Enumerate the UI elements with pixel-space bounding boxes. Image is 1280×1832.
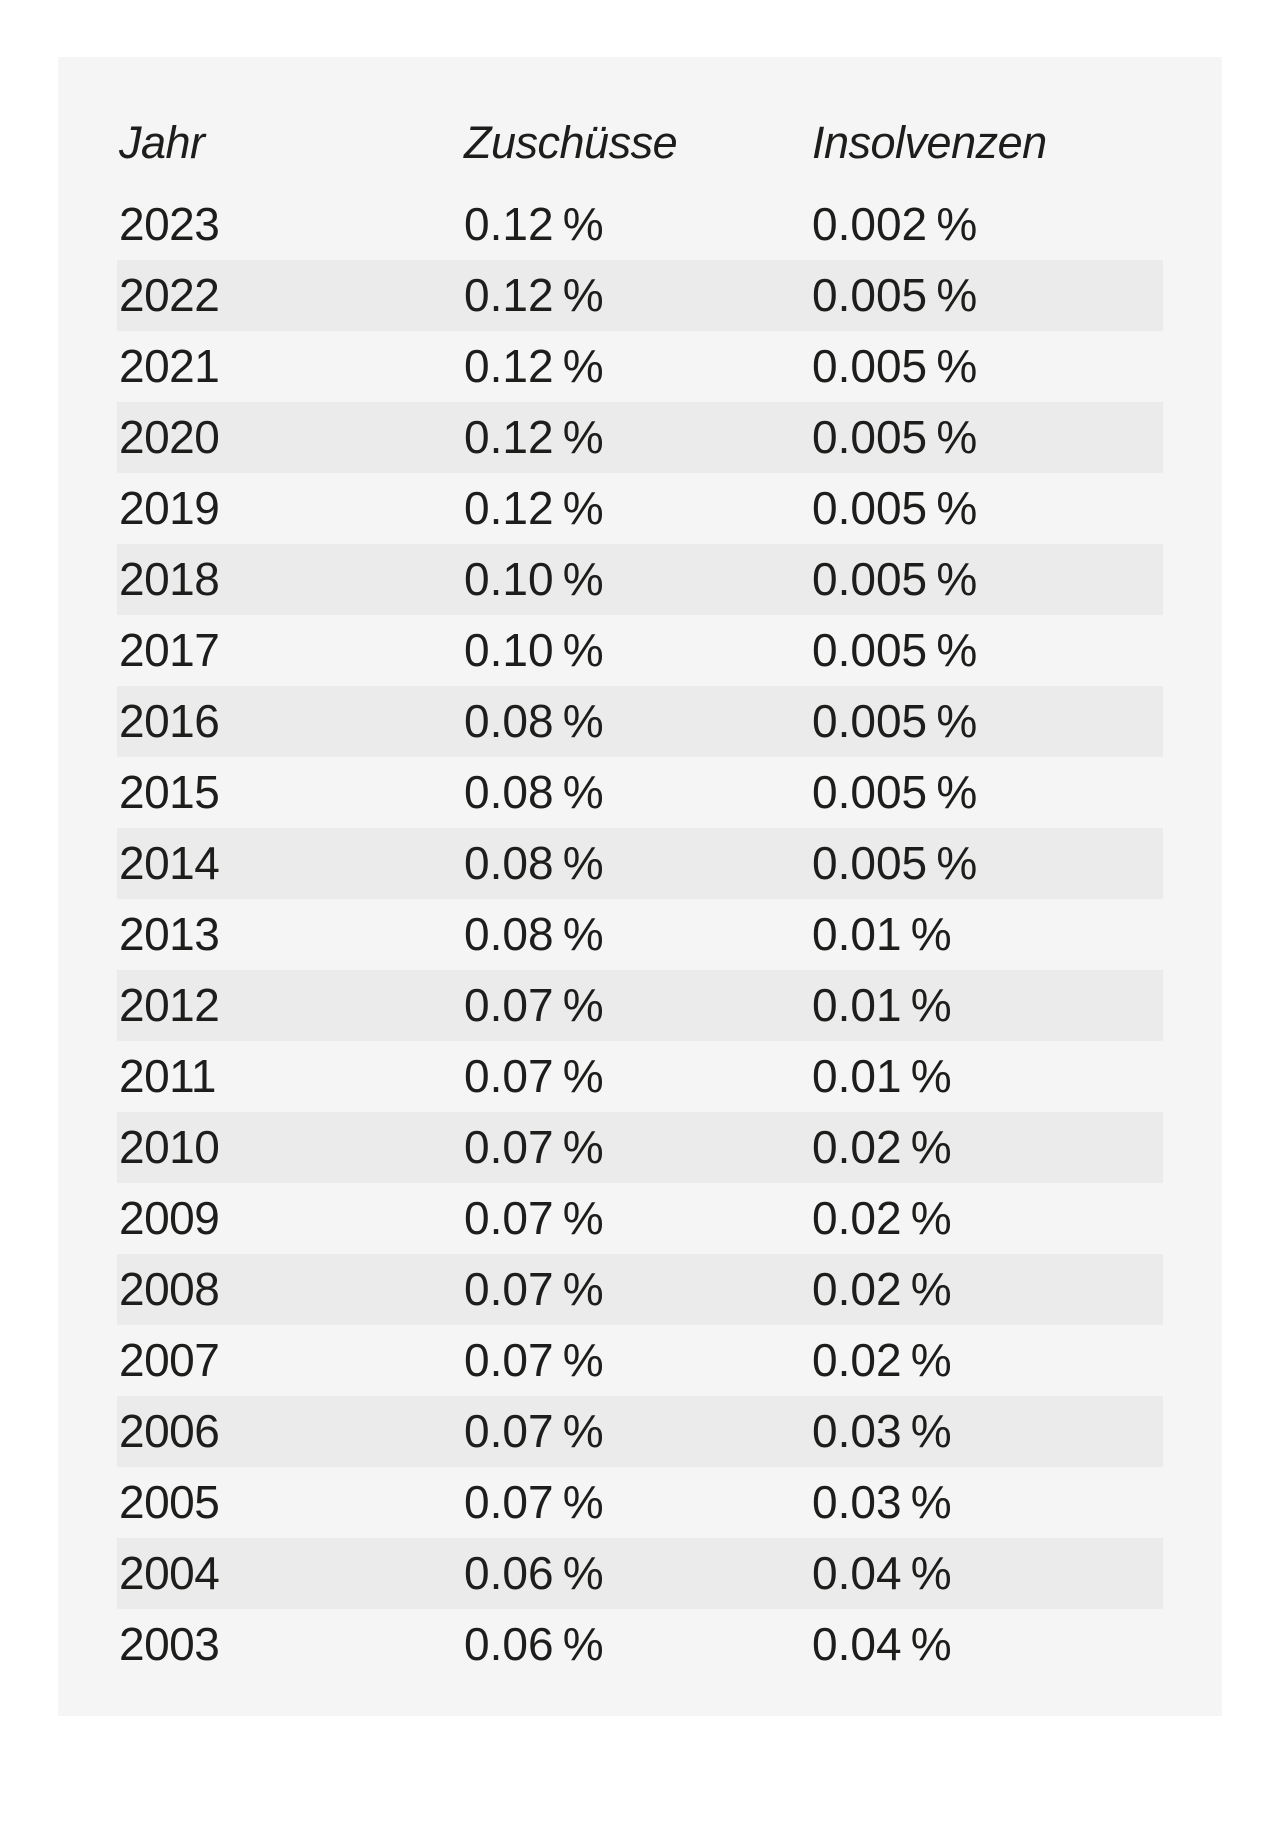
- table-row: 2017 0.10 % 0.005 %: [117, 615, 1163, 686]
- year-cell: 2016: [119, 695, 220, 747]
- insolvenzen-cell: 0.01 %: [812, 1050, 952, 1102]
- year-cell: 2005: [119, 1476, 220, 1528]
- insolvenzen-cell: 0.005 %: [812, 553, 978, 605]
- year-cell: 2019: [119, 482, 220, 534]
- zuschuesse-cell: 0.07 %: [464, 1476, 604, 1528]
- zuschuesse-cell: 0.12 %: [464, 269, 604, 321]
- table-row: 2019 0.12 % 0.005 %: [117, 473, 1163, 544]
- insolvenzen-cell: 0.02 %: [812, 1121, 952, 1173]
- year-cell: 2004: [119, 1547, 220, 1599]
- insolvenzen-cell: 0.005 %: [812, 695, 978, 747]
- year-cell: 2010: [119, 1121, 220, 1173]
- table-row: 2008 0.07 % 0.02 %: [117, 1254, 1163, 1325]
- zuschuesse-cell: 0.07 %: [464, 979, 604, 1031]
- year-cell: 2015: [119, 766, 220, 818]
- zuschuesse-cell: 0.08 %: [464, 766, 604, 818]
- column-header-jahr: Jahr: [119, 117, 205, 168]
- insolvenzen-cell: 0.005 %: [812, 837, 978, 889]
- table-row: 2004 0.06 % 0.04 %: [117, 1538, 1163, 1609]
- zuschuesse-cell: 0.08 %: [464, 837, 604, 889]
- table-row: 2016 0.08 % 0.005 %: [117, 686, 1163, 757]
- table-row: 2018 0.10 % 0.005 %: [117, 544, 1163, 615]
- table-row: 2013 0.08 % 0.01 %: [117, 899, 1163, 970]
- year-cell: 2012: [119, 979, 220, 1031]
- insolvenzen-cell: 0.005 %: [812, 766, 978, 818]
- year-cell: 2007: [119, 1334, 220, 1386]
- table-row: 2010 0.07 % 0.02 %: [117, 1112, 1163, 1183]
- insolvenzen-cell: 0.04 %: [812, 1618, 952, 1670]
- insolvenzen-cell: 0.03 %: [812, 1405, 952, 1457]
- year-cell: 2022: [119, 269, 220, 321]
- insolvenzen-cell: 0.005 %: [812, 269, 978, 321]
- zuschuesse-cell: 0.12 %: [464, 411, 604, 463]
- table-row: 2005 0.07 % 0.03 %: [117, 1467, 1163, 1538]
- insolvenzen-cell: 0.005 %: [812, 624, 978, 676]
- column-header-zuschuesse: Zuschüsse: [464, 117, 678, 168]
- table-row: 2020 0.12 % 0.005 %: [117, 402, 1163, 473]
- column-header-insolvenzen: Insolvenzen: [812, 117, 1047, 168]
- zuschuesse-cell: 0.12 %: [464, 482, 604, 534]
- insolvenzen-cell: 0.005 %: [812, 340, 978, 392]
- table-row: 2015 0.08 % 0.005 %: [117, 757, 1163, 828]
- table-row: 2021 0.12 % 0.005 %: [117, 331, 1163, 402]
- insolvenzen-cell: 0.005 %: [812, 482, 978, 534]
- zuschuesse-cell: 0.06 %: [464, 1618, 604, 1670]
- insolvenzen-cell: 0.02 %: [812, 1192, 952, 1244]
- zuschuesse-cell: 0.07 %: [464, 1263, 604, 1315]
- table-header-row: Jahr Zuschüsse Insolvenzen: [117, 97, 1163, 189]
- table-row: 2011 0.07 % 0.01 %: [117, 1041, 1163, 1112]
- zuschuesse-cell: 0.07 %: [464, 1050, 604, 1102]
- table-panel: Jahr Zuschüsse Insolvenzen 2023 0.12 % 0…: [58, 57, 1222, 1716]
- zuschuesse-cell: 0.12 %: [464, 340, 604, 392]
- year-cell: 2003: [119, 1618, 220, 1670]
- insolvenzen-cell: 0.02 %: [812, 1334, 952, 1386]
- year-cell: 2021: [119, 340, 220, 392]
- insolvenzen-cell: 0.02 %: [812, 1263, 952, 1315]
- insolvenzen-cell: 0.01 %: [812, 979, 952, 1031]
- zuschuesse-cell: 0.12 %: [464, 198, 604, 250]
- zuschuesse-cell: 0.08 %: [464, 695, 604, 747]
- zuschuesse-cell: 0.08 %: [464, 908, 604, 960]
- zuschuesse-cell: 0.07 %: [464, 1121, 604, 1173]
- year-cell: 2006: [119, 1405, 220, 1457]
- zuschuesse-cell: 0.07 %: [464, 1334, 604, 1386]
- insolvenzen-cell: 0.002 %: [812, 198, 978, 250]
- insolvenzen-cell: 0.005 %: [812, 411, 978, 463]
- table-row: 2022 0.12 % 0.005 %: [117, 260, 1163, 331]
- year-cell: 2018: [119, 553, 220, 605]
- table-row: 2009 0.07 % 0.02 %: [117, 1183, 1163, 1254]
- table-row: 2014 0.08 % 0.005 %: [117, 828, 1163, 899]
- year-cell: 2011: [119, 1050, 216, 1102]
- year-cell: 2023: [119, 198, 220, 250]
- table-row: 2012 0.07 % 0.01 %: [117, 970, 1163, 1041]
- zuschuesse-cell: 0.06 %: [464, 1547, 604, 1599]
- zuschuesse-cell: 0.10 %: [464, 624, 604, 676]
- table-row: 2003 0.06 % 0.04 %: [117, 1609, 1163, 1680]
- year-cell: 2017: [119, 624, 220, 676]
- insolvenzen-cell: 0.04 %: [812, 1547, 952, 1599]
- year-cell: 2020: [119, 411, 220, 463]
- year-cell: 2008: [119, 1263, 220, 1315]
- zuschuesse-cell: 0.07 %: [464, 1192, 604, 1244]
- table-row: 2007 0.07 % 0.02 %: [117, 1325, 1163, 1396]
- table-row: 2023 0.12 % 0.002 %: [117, 189, 1163, 260]
- zuschuesse-cell: 0.07 %: [464, 1405, 604, 1457]
- year-cell: 2013: [119, 908, 220, 960]
- year-cell: 2009: [119, 1192, 220, 1244]
- zuschuesse-cell: 0.10 %: [464, 553, 604, 605]
- insolvenzen-cell: 0.03 %: [812, 1476, 952, 1528]
- year-cell: 2014: [119, 837, 220, 889]
- table-row: 2006 0.07 % 0.03 %: [117, 1396, 1163, 1467]
- table-body: 2023 0.12 % 0.002 % 2022 0.12 % 0.005 % …: [117, 189, 1163, 1680]
- insolvenzen-cell: 0.01 %: [812, 908, 952, 960]
